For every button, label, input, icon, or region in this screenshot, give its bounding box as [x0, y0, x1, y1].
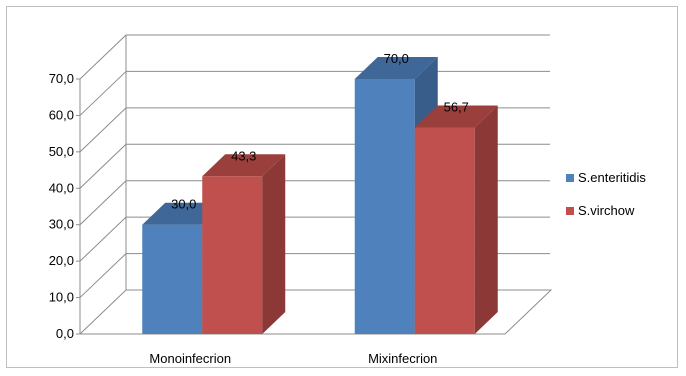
data-label: 43,3: [231, 148, 256, 163]
y-axis-ticks: 0,0 10,0 20,0 30,0 40,0 50,0 60,0 70,0: [49, 71, 74, 341]
y-tick-label: 70,0: [49, 71, 74, 86]
chart-frame: [6, 6, 678, 368]
gridline-diagonal: [79, 180, 127, 226]
x-tick-label: Monoinfecrion: [149, 351, 231, 366]
legend-label: S.enteritidis: [578, 170, 646, 185]
x-tick-label: Mixinfecrion: [368, 351, 437, 366]
bar-top: [354, 57, 438, 79]
legend-item: S.enteritidis: [566, 170, 646, 185]
legend: S.enteritidis S.virchow: [566, 170, 646, 218]
y-tick-label: 50,0: [49, 144, 74, 159]
bar-side: [262, 154, 286, 334]
data-label: 56,7: [444, 99, 469, 114]
data-label: 70,0: [384, 51, 409, 66]
bar-front: [202, 176, 263, 334]
y-tick-label: 60,0: [49, 107, 74, 122]
gridline-diagonal: [79, 107, 127, 153]
gridline-diagonal: [79, 216, 127, 262]
bar-front: [142, 224, 203, 334]
legend-label: S.virchow: [578, 203, 635, 218]
y-tick-label: 40,0: [49, 180, 74, 195]
y-tick-label: 20,0: [49, 253, 74, 268]
bar-front: [414, 127, 475, 334]
data-label: 30,0: [171, 197, 196, 212]
bar-front: [354, 79, 415, 334]
legend-swatch: [566, 207, 574, 215]
legend-swatch: [566, 174, 574, 182]
x-axis-ticks: Monoinfecrion Mixinfecrion: [149, 351, 437, 366]
gridline-diagonal: [79, 253, 127, 298]
y-tick-label: 0,0: [56, 326, 74, 341]
bar: [414, 105, 498, 334]
gridline-diagonal: [79, 34, 127, 80]
y-tick-label: 10,0: [49, 290, 74, 305]
bar-top: [202, 154, 286, 177]
bars: [142, 57, 498, 334]
bar-top: [414, 105, 498, 128]
gridline-diagonal: [79, 71, 127, 116]
data-labels: 30,0 43,3 70,0 56,7: [171, 51, 469, 212]
bar: [202, 154, 286, 334]
bar-side: [474, 105, 498, 334]
legend-item: S.virchow: [566, 203, 635, 218]
gridline-diagonal: [79, 143, 127, 189]
y-tick-label: 30,0: [49, 217, 74, 232]
